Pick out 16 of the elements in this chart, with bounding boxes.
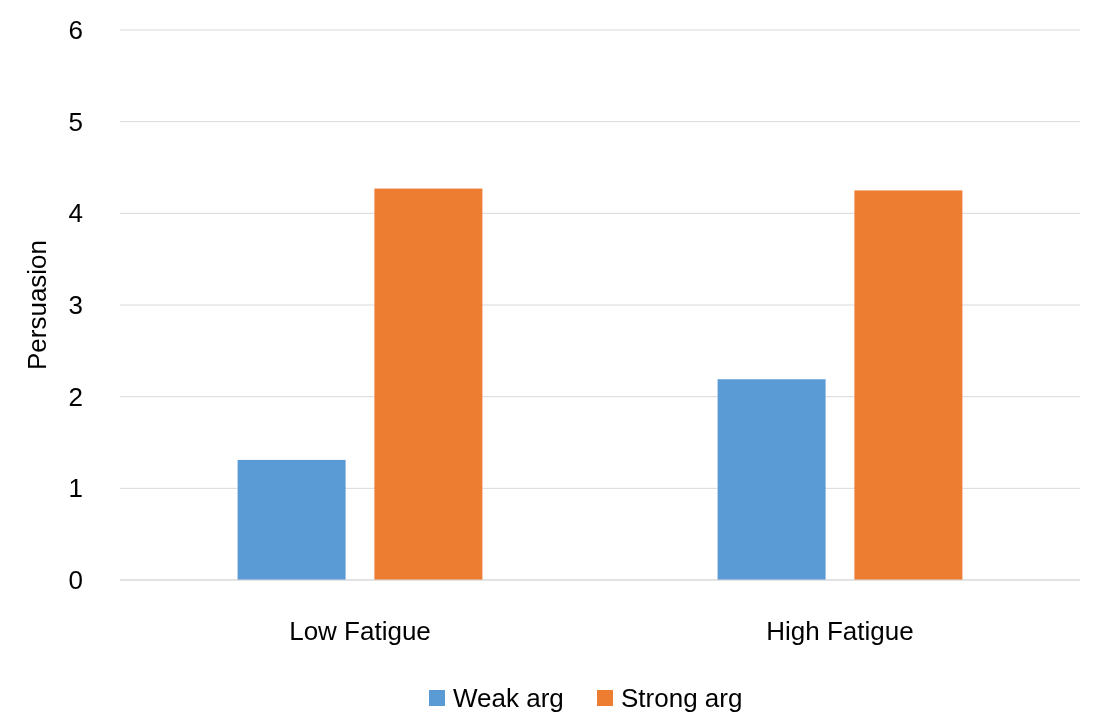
y-tick-label: 0 — [68, 565, 83, 596]
y-tick-label: 1 — [68, 473, 83, 504]
bar — [854, 190, 963, 580]
x-tick-label: Low Fatigue — [289, 616, 431, 646]
bar — [374, 188, 483, 580]
bar — [237, 459, 346, 580]
y-tick-label: 3 — [68, 290, 83, 321]
y-tick-label: 6 — [68, 15, 83, 46]
y-tick-label: 5 — [68, 106, 83, 137]
y-tick-label: 4 — [68, 198, 83, 229]
x-tick-label: High Fatigue — [766, 616, 914, 646]
y-axis-title: Persuasion — [22, 239, 52, 371]
legend-label: Weak arg — [453, 683, 564, 714]
bar — [717, 379, 826, 580]
legend-label: Strong arg — [621, 683, 743, 714]
y-tick-label: 2 — [68, 381, 83, 412]
